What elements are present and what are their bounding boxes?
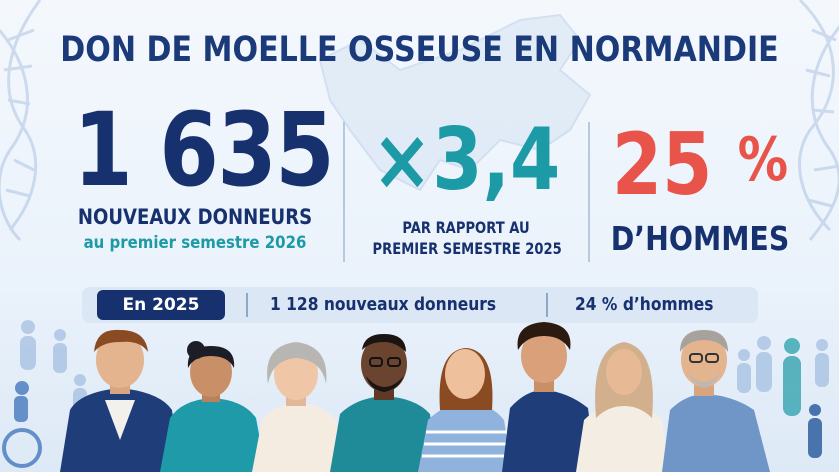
person-illustration — [576, 342, 670, 472]
donors-sublabel: au premier semestre 2026 — [83, 233, 307, 253]
stat-men-share: 25 % D’HOMMES — [595, 110, 805, 258]
band-separator — [546, 293, 548, 317]
person-illustration — [60, 329, 180, 472]
page-title: DON DE MOELLE OSSEUSE EN NORMANDIE — [60, 30, 779, 70]
person-silhouette-icon — [808, 404, 822, 458]
year-badge: En 2025 — [97, 290, 225, 320]
person-illustration — [418, 348, 512, 472]
donors-value: 1 635 — [73, 91, 335, 210]
divider — [588, 122, 590, 262]
band-men-text: 24 % d’hommes — [575, 294, 714, 315]
growth-label-line2: PREMIER SEMESTRE 2025 — [372, 239, 562, 258]
men-unit: % — [737, 125, 789, 195]
band-separator — [246, 293, 248, 317]
dna-helix-icon — [798, 0, 839, 241]
normandy-map-icon — [318, 13, 592, 192]
person-illustration — [160, 341, 266, 472]
men-label: D’HOMMES — [610, 219, 790, 258]
stat-new-donors: 1 635 NOUVEAUX DONNEURS au premier semes… — [50, 91, 340, 254]
wheelchair-icon — [2, 381, 42, 468]
person-illustration — [252, 342, 346, 472]
men-value: 25 % — [612, 110, 788, 215]
person-silhouette-icon — [783, 338, 801, 416]
stat-growth: ×3,4 PAR RAPPORT AU PREMIER SEMESTRE 202… — [352, 110, 580, 258]
person-illustration — [502, 322, 596, 472]
person-illustration — [330, 334, 438, 472]
person-silhouette-icon — [737, 336, 829, 393]
men-number: 25 — [611, 115, 713, 215]
growth-label-line1: PAR RAPPORT AU — [402, 218, 530, 237]
dna-helix-icon — [0, 0, 42, 242]
divider — [343, 122, 345, 262]
growth-value: ×3,4 — [371, 110, 561, 210]
donors-label: NOUVEAUX DONNEURS — [77, 205, 313, 229]
band-donors-text: 1 128 nouveaux donneurs — [270, 294, 497, 315]
person-illustration — [662, 330, 770, 472]
